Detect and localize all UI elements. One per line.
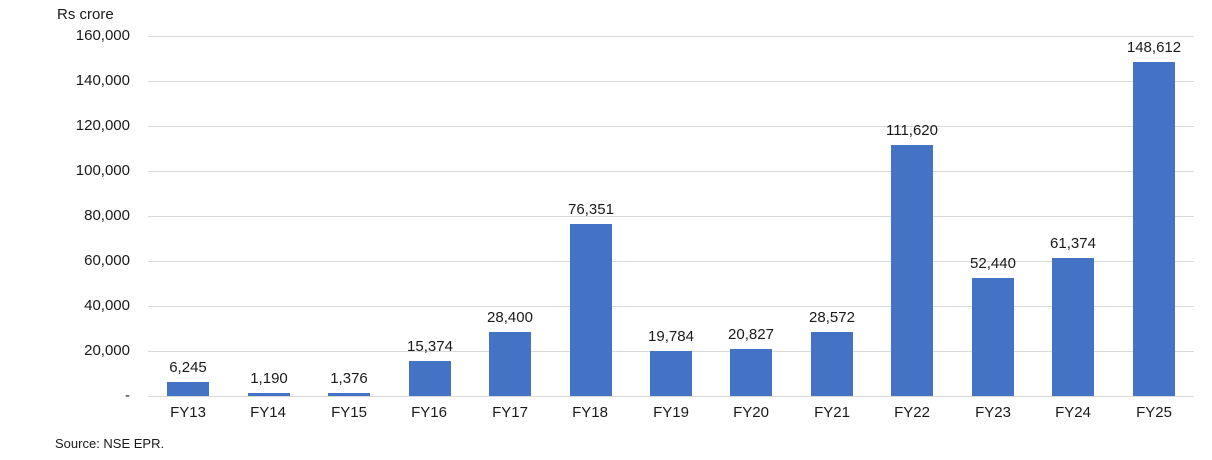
- bar-fy22: [891, 145, 933, 396]
- gridline: [148, 81, 1194, 82]
- x-axis-tick-label: FY20: [733, 404, 769, 421]
- gridline: [148, 306, 1194, 307]
- bar-value-label: 1,376: [330, 370, 368, 387]
- bar-value-label: 19,784: [648, 328, 694, 345]
- x-axis-tick-label: FY18: [572, 404, 608, 421]
- y-axis-tick-label: 80,000: [84, 207, 130, 224]
- x-axis-tick-label: FY14: [250, 404, 286, 421]
- bar-value-label: 6,245: [169, 359, 207, 376]
- y-axis-tick-label: 120,000: [75, 117, 130, 134]
- x-axis-tick-label: FY23: [975, 404, 1011, 421]
- plot-area: 6,245 1,190 1,376 15,374 28,400 76,351 19,784 2…: [148, 36, 1194, 397]
- y-axis-tick-label: -: [125, 387, 130, 404]
- gridline: [148, 261, 1194, 262]
- x-axis-labels: FY13 FY14 FY15 FY16 FY17 FY18 FY19 FY20 FY21 FY22…: [148, 404, 1194, 424]
- bar-fy18: [570, 224, 612, 396]
- bar-fy23: [972, 278, 1014, 396]
- source-note: Source: NSE EPR.: [55, 436, 165, 451]
- gridline: [148, 396, 1194, 397]
- gridline: [148, 171, 1194, 172]
- bar-fy24: [1052, 258, 1094, 396]
- bar-value-label: 28,400: [487, 309, 533, 326]
- bar-fy13: [167, 382, 209, 396]
- x-axis-tick-label: FY16: [411, 404, 447, 421]
- bar-value-label: 28,572: [809, 309, 855, 326]
- x-axis-tick-label: FY17: [492, 404, 528, 421]
- bar-fy17: [489, 332, 531, 396]
- bar-fy21: [811, 332, 853, 396]
- bar-value-label: 148,612: [1126, 39, 1182, 56]
- y-axis-tick-label: 60,000: [84, 252, 130, 269]
- bar-fy25: [1133, 62, 1175, 396]
- y-axis: - 20,000 40,000 60,000 80,000 100,000 120,000 1…: [0, 27, 130, 404]
- bar-fy20: [730, 349, 772, 396]
- y-axis-tick-label: 20,000: [84, 342, 130, 359]
- y-axis-unit-label: Rs crore: [57, 6, 114, 23]
- bar-value-label: 52,440: [970, 255, 1016, 272]
- bar-value-label: 76,351: [568, 201, 614, 218]
- bar-value-label: 20,827: [728, 326, 774, 343]
- gridline: [148, 216, 1194, 217]
- y-axis-tick-label: 140,000: [75, 72, 130, 89]
- y-axis-tick-label: 40,000: [84, 297, 130, 314]
- x-axis-tick-label: FY24: [1055, 404, 1091, 421]
- x-axis-tick-label: FY13: [170, 404, 206, 421]
- y-axis-tick-label: 160,000: [75, 27, 130, 44]
- x-axis-tick-label: FY15: [331, 404, 367, 421]
- x-axis-tick-label: FY22: [894, 404, 930, 421]
- gridline: [148, 126, 1194, 127]
- x-axis-tick-label: FY19: [653, 404, 689, 421]
- x-axis-tick-label: FY21: [814, 404, 850, 421]
- bar-fy16: [409, 361, 451, 396]
- x-axis-tick-label: FY25: [1136, 404, 1172, 421]
- bar-value-label: 111,620: [886, 122, 938, 139]
- bar-fy15: [328, 393, 370, 396]
- y-axis-tick-label: 100,000: [75, 162, 130, 179]
- bar-value-label: 1,190: [250, 370, 288, 387]
- gridline: [148, 36, 1194, 37]
- bar-value-label: 15,374: [407, 338, 453, 355]
- bar-fy19: [650, 351, 692, 396]
- bar-value-label: 61,374: [1050, 235, 1096, 252]
- bar-fy14: [248, 393, 290, 396]
